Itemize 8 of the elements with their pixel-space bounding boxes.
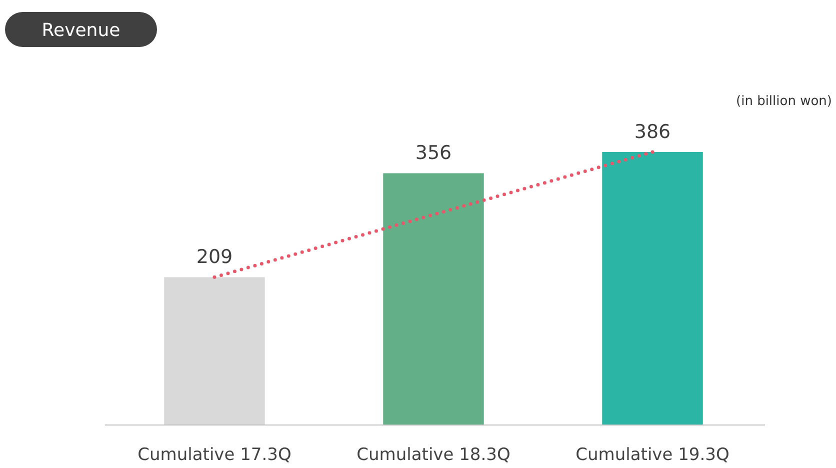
text: (in billion won): [736, 94, 832, 109]
data-label: 386: [634, 121, 671, 143]
x-tick-label: Cumulative 19.3Q: [576, 445, 730, 465]
data-label: 356: [415, 142, 452, 164]
chart-title: Revenue: [42, 20, 120, 41]
data-label: 209: [196, 246, 233, 268]
x-tick-label: Cumulative 17.3Q: [138, 445, 292, 465]
x-tick-label: Cumulative 18.3Q: [356, 445, 510, 465]
